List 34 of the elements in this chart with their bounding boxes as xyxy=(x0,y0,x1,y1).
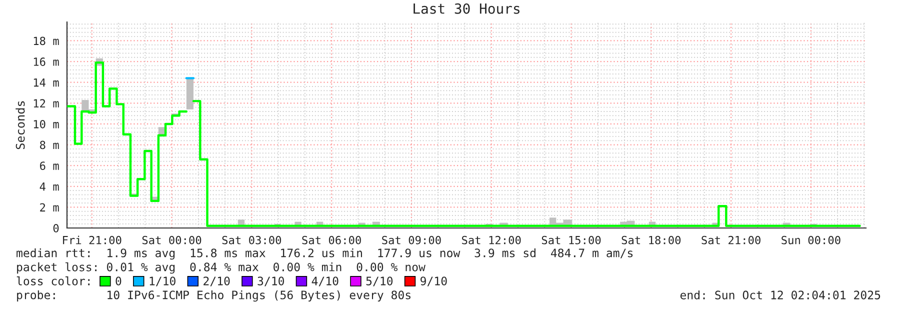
text: probe: 10 IPv6-ICMP Echo Pings (56 Bytes) every 80s xyxy=(17,290,410,302)
x-tick-label: Sat 03:00 xyxy=(222,236,282,244)
text: median rtt: 1.9 ms avg 15.8 ms max 176.2 us min 177.9 us now 3.9 ms sd 484.7 m am/s xyxy=(16,248,633,260)
x-tick-label: Sat 06:00 xyxy=(302,236,361,244)
y-tick-label: 2 m xyxy=(40,203,59,212)
x-tick-label: Sat 09:00 xyxy=(382,236,441,244)
y-axis-title: Seconds xyxy=(16,101,25,150)
y-tick-label: 12 m xyxy=(34,99,59,108)
legend-label: 9/10 xyxy=(420,276,447,286)
legend-label: 5/10 xyxy=(366,276,393,286)
text: packet loss: 0.01 % avg 0.84 % max 0.00 % min 0.00 % now xyxy=(17,262,426,274)
x-tick-label: Fri 21:00 xyxy=(63,236,122,244)
x-tick-label: Sun 00:00 xyxy=(782,236,840,244)
legend-label: 2/10 xyxy=(204,276,230,286)
y-tick-label: 18 m xyxy=(34,36,59,46)
x-tick-label: Sat 21:00 xyxy=(702,236,760,244)
x-tick-label: Sat 15:00 xyxy=(542,236,601,244)
x-tick-label: Sat 00:00 xyxy=(142,236,202,244)
chart-title: Last 30 Hours xyxy=(414,3,520,14)
y-tick-label: 10 m xyxy=(34,120,59,128)
legend-label: 4/10 xyxy=(312,276,338,286)
legend-label: 3/10 xyxy=(258,276,284,286)
y-tick-label: 6 m xyxy=(40,162,59,170)
y-tick-label: 14 m xyxy=(34,78,59,87)
y-tick-label: 0 xyxy=(53,224,59,232)
legend-label: 0 xyxy=(116,276,122,286)
text: end: Sun Oct 12 02:04:01 2025 xyxy=(680,290,880,300)
legend-title: loss color: xyxy=(16,276,90,286)
legend-label: 1/10 xyxy=(150,276,176,286)
x-tick-label: Sat 12:00 xyxy=(462,236,521,244)
y-tick-label: 8 m xyxy=(40,140,59,150)
y-tick-label: 4 m xyxy=(40,182,59,191)
x-tick-label: Sat 18:00 xyxy=(622,236,681,244)
y-tick-label: 16 m xyxy=(34,58,59,66)
